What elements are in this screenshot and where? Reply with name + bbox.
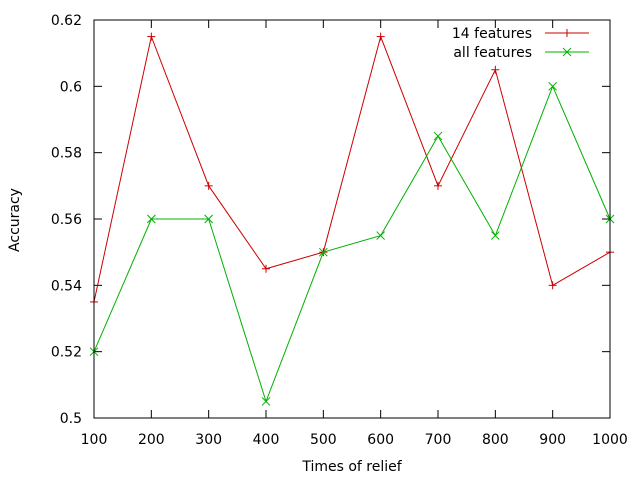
data-point (548, 281, 557, 290)
y-tick-label: 0.54 (51, 278, 82, 294)
data-point (376, 32, 385, 41)
data-point (146, 214, 156, 224)
x-tick-label: 200 (138, 432, 165, 448)
data-point (204, 181, 213, 190)
x-tick-label: 1000 (592, 432, 628, 448)
x-tick-label: 300 (195, 432, 222, 448)
data-point (490, 231, 500, 240)
data-point (548, 81, 558, 91)
data-point (318, 247, 328, 257)
series-line (93, 85, 611, 403)
y-tick-label: 0.58 (51, 146, 82, 162)
data-point (261, 397, 271, 406)
x-tick-label: 600 (367, 432, 394, 448)
x-tick-label: 700 (425, 432, 452, 448)
y-tick-label: 0.52 (51, 345, 82, 361)
data-point (204, 214, 214, 224)
legend-label: all features (453, 45, 532, 61)
plot-series (89, 32, 615, 406)
legend-swatch-marker (563, 29, 571, 37)
data-point (491, 65, 500, 74)
y-tick-label: 0.56 (51, 212, 82, 228)
legend: 14 features all features (452, 26, 589, 61)
axis-ticks: 100 200 300 400 500 600 700 800 900 1000 0.5 0.52 0.… (51, 13, 628, 448)
y-axis-label: Accuracy (7, 188, 23, 252)
x-tick-label: 500 (310, 432, 337, 448)
y-tick-label: 0.62 (51, 13, 82, 29)
x-tick-label: 400 (253, 432, 280, 448)
plot-frame (93, 19, 611, 419)
legend-label: 14 features (452, 26, 532, 42)
data-point (433, 131, 443, 141)
y-tick-label: 0.5 (60, 411, 82, 427)
series-line (93, 34, 611, 303)
x-axis-label: Times of relief (301, 459, 402, 475)
series-all-features (89, 81, 615, 406)
data-point (262, 264, 270, 273)
data-point (376, 231, 386, 240)
x-tick-label: 900 (539, 432, 566, 448)
series-14-features (90, 32, 614, 306)
y-tick-label: 0.6 (60, 79, 82, 95)
data-point (434, 181, 442, 190)
x-tick-label: 800 (482, 432, 509, 448)
data-point (147, 32, 156, 41)
legend-swatch-marker (562, 47, 572, 57)
x-tick-label: 100 (81, 432, 108, 448)
